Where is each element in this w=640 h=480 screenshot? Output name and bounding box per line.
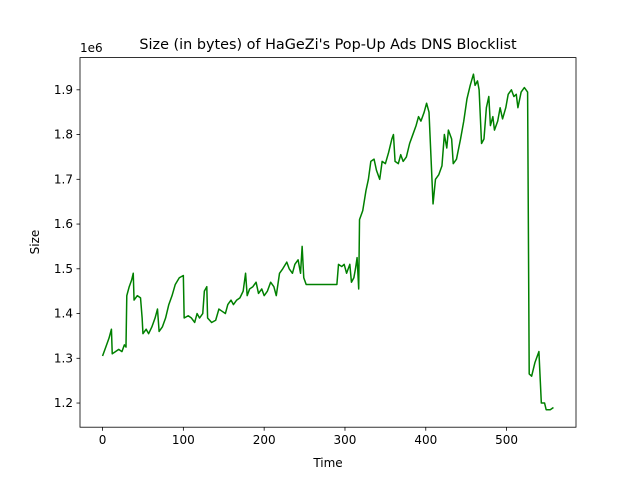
y-tick-label: 1.6 — [54, 217, 73, 231]
y-offset-label: 1e6 — [80, 41, 103, 55]
y-tick-label: 1.2 — [54, 396, 73, 410]
chart-title: Size (in bytes) of HaGeZi's Pop-Up Ads D… — [139, 37, 517, 53]
y-tick-label: 1.5 — [54, 262, 73, 276]
y-axis-label: Size — [28, 230, 42, 255]
plot-frame — [79, 57, 577, 428]
y-tick-label: 1.4 — [54, 307, 73, 321]
y-tick-label: 1.8 — [54, 128, 73, 142]
x-tick-label: 200 — [253, 433, 276, 447]
x-tick-label: 0 — [99, 433, 107, 447]
y-tick-label: 1.9 — [54, 83, 73, 97]
x-tick-label: 400 — [414, 433, 437, 447]
x-tick-label: 300 — [334, 433, 357, 447]
y-tick-label: 1.3 — [54, 351, 73, 365]
x-tick-label: 500 — [495, 433, 518, 447]
y-tick-label: 1.7 — [54, 172, 73, 186]
data-line — [101, 73, 554, 411]
x-tick-label: 100 — [172, 433, 195, 447]
x-axis-label: Time — [312, 456, 342, 470]
